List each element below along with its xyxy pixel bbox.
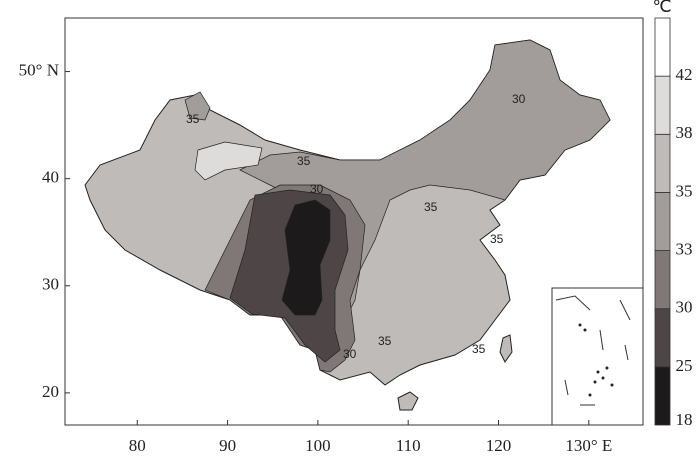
colorbar-swatch bbox=[654, 133, 671, 193]
colorbar-label: 42 bbox=[676, 65, 693, 84]
x-tick-label: 110 bbox=[396, 436, 421, 455]
colorbar-swatch bbox=[654, 75, 671, 135]
contour-labels: 35 30 35 30 35 35 30 35 35 bbox=[186, 92, 526, 361]
plateau-coldest bbox=[281, 199, 331, 316]
hainan bbox=[397, 391, 419, 411]
contour-label: 30 bbox=[343, 347, 357, 361]
altai-band bbox=[184, 91, 211, 121]
contour-label: 35 bbox=[424, 200, 438, 214]
inset-coast bbox=[555, 295, 631, 406]
inset-islands bbox=[578, 323, 614, 397]
contour-label: 30 bbox=[512, 92, 526, 106]
contour-label: 30 bbox=[310, 182, 324, 196]
x-tick-label: 90 bbox=[219, 436, 236, 455]
x-tick-label: 100 bbox=[305, 436, 331, 455]
colorbar-swatch bbox=[654, 308, 671, 368]
contour-label: 35 bbox=[186, 112, 200, 126]
colorbar-swatch bbox=[654, 192, 671, 251]
colorbar-label: 18 bbox=[676, 410, 693, 429]
contour-label: 35 bbox=[297, 154, 311, 168]
colorbar-label: 25 bbox=[676, 356, 693, 375]
colorbar-label: 38 bbox=[676, 123, 693, 142]
colorbar-swatch bbox=[654, 250, 671, 310]
colorbar-swatch bbox=[654, 366, 671, 426]
contour-label: 35 bbox=[378, 334, 392, 348]
x-tick-label: 80 bbox=[129, 436, 146, 455]
y-tick-label: 30 bbox=[42, 275, 59, 294]
temperature-regions bbox=[84, 39, 611, 411]
south-sea-inset bbox=[551, 287, 644, 426]
colorbar-label: 33 bbox=[676, 239, 693, 258]
y-tick-label: 20 bbox=[42, 382, 59, 401]
colorbar-swatch bbox=[654, 17, 671, 77]
contour-label: 35 bbox=[490, 232, 504, 246]
y-tick-label: 40 bbox=[42, 168, 59, 187]
hot-basin bbox=[194, 141, 263, 181]
x-tick-label: 130° E bbox=[565, 436, 612, 455]
taiwan bbox=[499, 334, 513, 363]
x-tick-label: 120 bbox=[486, 436, 512, 455]
inset-frame bbox=[551, 287, 644, 426]
colorbar-label: 35 bbox=[676, 181, 693, 200]
y-tick-label: 50° N bbox=[19, 60, 59, 79]
colorbar-label: 30 bbox=[676, 298, 693, 317]
contour-label: 35 bbox=[472, 342, 486, 356]
colorbar-unit: ℃ bbox=[652, 0, 671, 16]
